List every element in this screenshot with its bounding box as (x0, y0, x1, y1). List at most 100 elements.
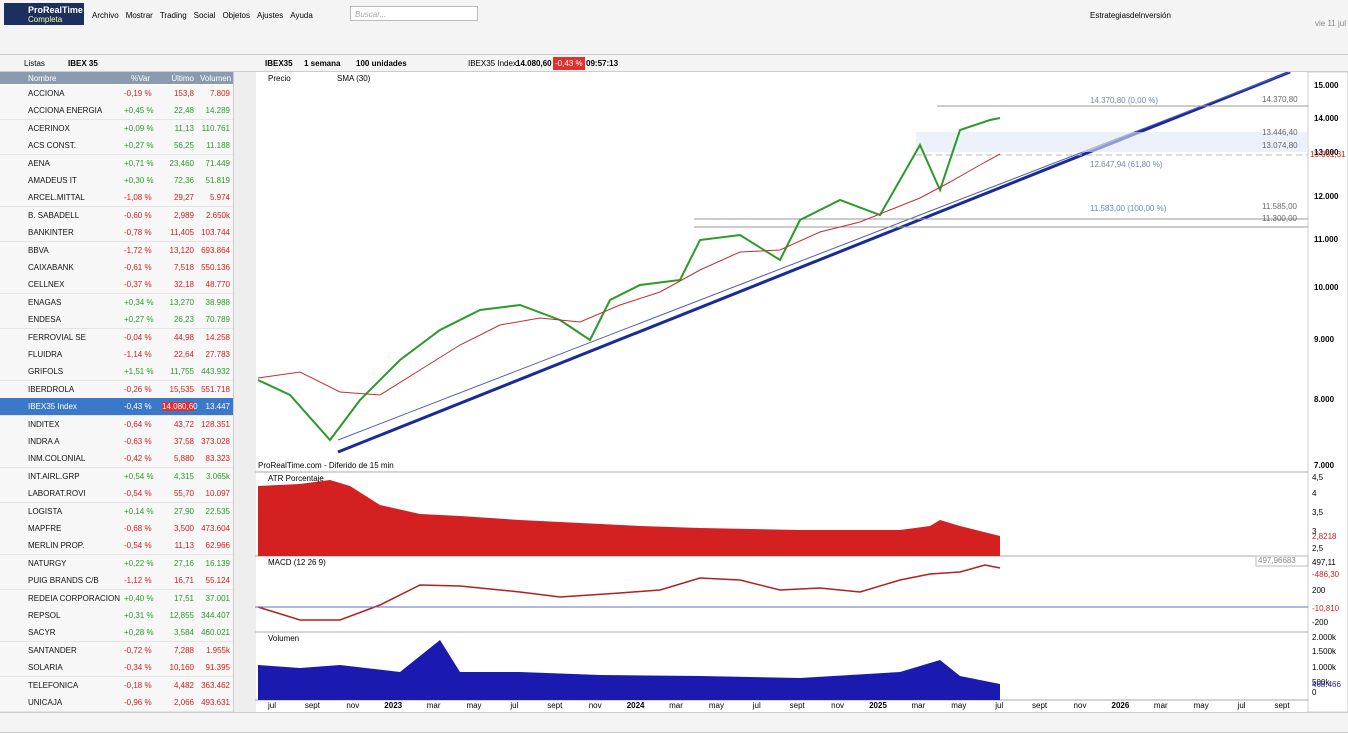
cell: 55,70 (173, 489, 194, 499)
watchlist-row[interactable]: MERLIN PROP. -0,54 % 11,13 62.966 (0, 537, 233, 556)
y-tick-label: -200 (1312, 618, 1329, 627)
watchlist-row[interactable]: MAPFRE -0,68 % 3,500 473.604 (0, 520, 233, 538)
watchlist-row[interactable]: ARCEL.MITTAL -1,08 % 29,27 5.974 (0, 189, 233, 208)
watchlist-row[interactable]: CAIXABANK -0,61 % 7,518 550.136 (0, 259, 233, 277)
watchlist-row[interactable]: ENAGAS +0,34 % 13,270 38.988 (0, 293, 233, 312)
y-tick-label: 200 (1312, 586, 1326, 595)
zone (916, 132, 1308, 152)
cell: 14.289 (205, 106, 230, 116)
cell: 22.535 (205, 506, 230, 516)
cell: 7,288 (173, 645, 194, 655)
watchlist-row[interactable]: BBVA -1,72 % 13,120 693.864 (0, 241, 233, 260)
cell: +0,09 % (124, 123, 154, 133)
cell: 17,51 (173, 593, 194, 603)
column-header[interactable]: Último (171, 74, 194, 83)
x-label: jul (509, 701, 518, 710)
cell: 37,58 (173, 437, 194, 446)
y-tick-label: 8.000 (1314, 395, 1335, 404)
y-tick-label: 9.000 (1314, 335, 1335, 344)
cell: 11.188 (206, 141, 230, 151)
cell: 70.789 (205, 315, 230, 325)
cell: 44,98 (173, 332, 194, 342)
cell: LABORAT.ROVI (28, 489, 86, 499)
period[interactable]: 1 semana (304, 59, 341, 68)
watchlist-row[interactable]: INDRA A -0,63 % 37,58 373.028 (0, 433, 233, 451)
column-header[interactable]: %Var (131, 74, 150, 83)
cell: 16,71 (173, 576, 194, 586)
cell: AMADEUS IT (28, 176, 77, 185)
watchlist-row[interactable]: ACERINOX +0,09 % 11,13 110.761 (0, 119, 233, 138)
cell: 128.351 (201, 419, 230, 429)
cell: 5.974 (209, 193, 230, 203)
list-name[interactable]: IBEX 35 (68, 59, 98, 68)
cell: 43,72 (173, 419, 194, 429)
watchlist-row[interactable]: SOLARIA -0,34 % 10,160 91.395 (0, 659, 233, 678)
y-tick-label: 15.000 (1314, 81, 1339, 90)
watchlist-row[interactable]: LOGISTA +0,14 % 27,90 22.535 (0, 502, 233, 521)
watchlist-row[interactable]: REDEIA CORPORACION +0,40 % 17,51 37.001 (0, 589, 233, 608)
y-tick-label: 12.000 (1314, 192, 1339, 201)
cell: +0,28 % (124, 628, 154, 638)
time: 09:57:13 (586, 59, 619, 68)
cell: +0,54 % (124, 471, 154, 481)
watchlist-row[interactable]: ACCIONA -0,19 % 153,8 7.809 (0, 85, 233, 103)
watchlist-row[interactable]: INM.COLONIAL -0,42 % 5,880 83.323 (0, 450, 233, 469)
menu-item[interactable]: Objetos (222, 11, 251, 20)
change: -0,43 % (553, 57, 585, 70)
watchlist-row[interactable]: INDITEX -0,64 % 43,72 128.351 (0, 415, 233, 434)
watchlist-row[interactable]: B. SABADELL -0,60 % 2,989 2.650k (0, 206, 233, 225)
cell: SOLARIA (28, 663, 63, 673)
cell: 3,584 (173, 628, 194, 638)
menu-item[interactable]: Trading (159, 11, 187, 20)
watchlist-row[interactable]: SANTANDER -0,72 % 7,288 1.955k (0, 641, 233, 660)
search-box[interactable]: Buscar... (350, 6, 478, 21)
watchlist-row[interactable]: BANKINTER -0,78 % 11,405 103.744 (0, 224, 233, 243)
symbol[interactable]: IBEX35 (265, 59, 293, 68)
panel-header (0, 55, 1348, 72)
watchlist-row[interactable]: REPSOL +0,31 % 12,855 344.407 (0, 607, 233, 625)
watchlist-row[interactable]: SACYR +0,28 % 3,584 460.021 (0, 624, 233, 643)
watchlist-row[interactable]: INT.AIRL.GRP +0,54 % 4,315 3.065k (0, 467, 233, 486)
watchlist-row[interactable]: ENDESA +0,27 % 26,23 70.789 (0, 311, 233, 330)
cell: -0,61 % (124, 263, 152, 272)
cell: 11,755 (170, 367, 194, 377)
y-tick-label: 7.000 (1314, 461, 1335, 470)
x-label: nov (589, 701, 602, 710)
watchlist-row[interactable]: IBERDROLA -0,26 % 15,535 551.718 (0, 380, 233, 399)
x-label: 2026 (1112, 701, 1130, 710)
watchlist-row[interactable]: FERROVIAL SE -0,04 % 44,98 14.258 (0, 328, 233, 347)
cell: 91.395 (205, 663, 230, 673)
watchlist-row[interactable]: UNICAJA -0,96 % 2,066 493.631 (0, 694, 233, 712)
x-label: may (1194, 701, 1209, 710)
watchlist-row[interactable]: CELLNEX -0,37 % 32,18 48.770 (0, 276, 233, 295)
watchlist-row[interactable]: FLUIDRA -1,14 % 22,64 27.783 (0, 346, 233, 364)
watchlist-row[interactable]: LABORAT.ROVI -0,54 % 55,70 10.097 (0, 485, 233, 504)
menu-item[interactable]: Archivo (92, 11, 119, 20)
cell: +0,71 % (124, 158, 154, 168)
cell: IBERDROLA (28, 384, 75, 394)
account[interactable]: Estrategiasdelnversión (1090, 11, 1171, 20)
cell: -0,96 % (124, 698, 152, 707)
cell: ARCEL.MITTAL (28, 193, 85, 203)
watchlist-row[interactable]: AMADEUS IT +0,30 % 72,36 51.819 (0, 172, 233, 190)
menu-item[interactable]: Social (193, 11, 216, 20)
y-tick-label: 497,11 (1312, 558, 1336, 567)
watchlist-row[interactable]: ACCIONA ENERGIA +0,45 % 22,48 14.289 (0, 102, 233, 121)
cell: ACS CONST. (28, 141, 77, 151)
units[interactable]: 100 unidades (356, 59, 407, 68)
watchlist-row[interactable]: TELEFONICA -0,18 % 4,482 363.462 (0, 676, 233, 695)
watchlist-row[interactable]: AENA +0,71 % 23,460 71.449 (0, 154, 233, 173)
trendline (337, 72, 1292, 441)
watchlist-row[interactable]: GRIFOLS +1,51 % 11,755 443.932 (0, 363, 233, 382)
cell: -0,78 % (124, 228, 152, 238)
watchlist-row[interactable]: IBEX35 Index -0,43 % 14.080,60 13.447 (0, 398, 233, 417)
watchlist-row[interactable]: ACS CONST. +0,27 % 56,25 11.188 (0, 137, 233, 156)
column-header[interactable]: Volumen (200, 74, 232, 83)
column-header[interactable]: Nombre (28, 74, 57, 83)
macd-line (257, 564, 1001, 621)
watchlist-row[interactable]: NATURGY +0,22 % 27,16 16.139 (0, 554, 233, 573)
menu-item[interactable]: Mostrar (125, 11, 153, 20)
menu-item[interactable]: Ajustes (257, 11, 284, 20)
watchlist-row[interactable]: PUIG BRANDS C/B -1,12 % 16,71 55.124 (0, 572, 233, 591)
menu-item[interactable]: Ayuda (290, 11, 313, 20)
